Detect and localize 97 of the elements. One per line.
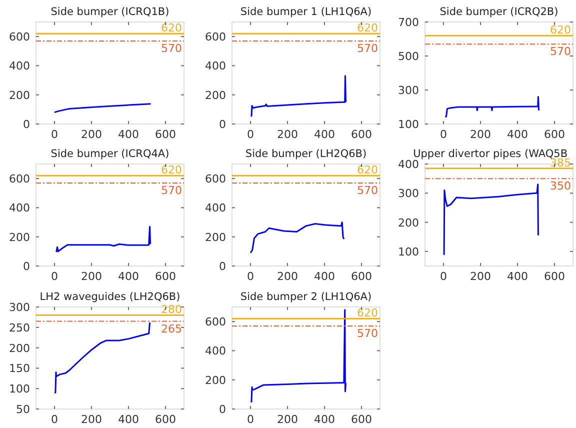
ref-line-label: 570 (357, 326, 378, 340)
y-tick-label: 200 (205, 88, 226, 102)
y-tick-label: 250 (9, 321, 30, 334)
y-tick-label: 100 (398, 118, 419, 131)
chart-title: Side bumper 1 (LH1Q6A) (240, 6, 372, 18)
ref-line-label: 265 (161, 322, 182, 336)
ref-line-label: 570 (161, 184, 182, 197)
y-tick-label: 400 (9, 60, 30, 73)
x-tick-label: 600 (155, 413, 176, 426)
ref-line-label: 280 (161, 303, 182, 316)
chart-title: Side bumper 2 (LH1Q6A) (240, 291, 372, 303)
ref-line-label: 620 (357, 306, 378, 320)
x-tick-label: 200 (470, 270, 491, 283)
x-tick-label: 200 (277, 128, 298, 141)
x-tick-label: 600 (351, 270, 372, 283)
x-tick-label: 0 (51, 128, 58, 141)
y-tick-label: 50 (16, 403, 30, 416)
y-tick-label: 500 (398, 50, 419, 63)
x-tick-label: 0 (440, 270, 447, 283)
x-tick-label: 400 (118, 413, 139, 426)
y-tick-label: 400 (205, 344, 226, 358)
y-tick-label: 300 (398, 187, 419, 200)
x-tick-label: 0 (247, 128, 254, 141)
line-series (444, 96, 540, 118)
line-series (250, 309, 347, 404)
x-tick-label: 400 (118, 270, 139, 283)
x-tick-label: 200 (81, 270, 102, 283)
y-tick-label: 200 (205, 230, 226, 244)
ref-line-label: 570 (357, 42, 378, 55)
x-tick-label: 200 (81, 413, 102, 426)
ref-line-label: 570 (550, 45, 571, 58)
y-tick-label: 300 (9, 301, 30, 314)
x-tick-label: 0 (51, 413, 58, 426)
y-tick-label: 200 (9, 342, 30, 355)
y-tick-label: 100 (398, 245, 419, 258)
y-tick-label: 150 (9, 362, 30, 376)
x-tick-label: 0 (247, 270, 254, 283)
line-series (54, 322, 151, 394)
x-tick-label: 400 (314, 128, 335, 141)
ref-line-label: 620 (357, 22, 378, 35)
y-tick-label: 200 (398, 216, 419, 230)
ref-line-label: 570 (161, 42, 182, 55)
y-tick-label: 600 (205, 316, 226, 329)
y-tick-label: 0 (23, 118, 30, 131)
x-tick-label: 0 (51, 270, 58, 283)
y-tick-label: 200 (9, 88, 30, 102)
y-tick-label: 100 (9, 382, 30, 396)
x-tick-label: 400 (314, 270, 335, 283)
x-tick-label: 600 (155, 128, 176, 141)
x-tick-label: 200 (277, 270, 298, 283)
line-series (56, 226, 152, 253)
y-tick-label: 600 (9, 172, 30, 186)
x-tick-label: 600 (351, 128, 372, 141)
chart-title: LH2 waveguides (LH2Q6B) (40, 291, 180, 303)
x-tick-label: 400 (507, 270, 528, 283)
y-tick-label: 600 (9, 30, 30, 44)
y-tick-label: 0 (219, 118, 226, 131)
x-tick-label: 0 (247, 413, 254, 426)
ref-line-label: 620 (357, 164, 378, 177)
chart-title: Side bumper (ICRQ4A) (50, 148, 170, 160)
chart-title: Upper divertor pipes (WAQ5B (413, 148, 568, 160)
y-tick-label: 0 (219, 403, 226, 416)
y-tick-label: 400 (9, 202, 30, 215)
y-tick-label: 600 (205, 172, 226, 186)
ref-line-label: 620 (161, 164, 182, 177)
y-tick-label: 400 (205, 60, 226, 73)
ref-line-label: 350 (550, 180, 571, 193)
chart-title: Side bumper (LH2Q6B) (245, 148, 367, 160)
y-tick-label: 600 (205, 30, 226, 44)
x-tick-label: 600 (351, 413, 372, 426)
y-tick-label: 700 (398, 16, 419, 29)
chart-title: Side bumper (ICRQ2B) (440, 6, 558, 18)
x-tick-label: 600 (155, 270, 176, 283)
line-series (442, 184, 539, 256)
ref-line-label: 620 (550, 24, 571, 37)
line-series (250, 222, 345, 254)
y-tick-label: 200 (205, 374, 226, 387)
y-tick-label: 400 (205, 202, 226, 215)
x-tick-label: 600 (544, 270, 565, 283)
x-tick-label: 400 (118, 128, 139, 141)
x-tick-label: 600 (544, 128, 565, 141)
x-tick-label: 400 (507, 128, 528, 141)
x-tick-label: 200 (470, 128, 491, 141)
y-tick-label: 0 (23, 260, 30, 273)
ref-line-label: 620 (161, 22, 182, 35)
x-tick-label: 400 (314, 413, 335, 426)
y-tick-label: 400 (398, 158, 419, 171)
x-tick-label: 0 (440, 128, 447, 141)
x-tick-label: 200 (277, 413, 298, 426)
line-series (54, 103, 152, 114)
y-tick-label: 300 (398, 84, 419, 97)
y-tick-label: 200 (9, 230, 30, 244)
x-tick-label: 200 (81, 128, 102, 141)
line-series (250, 75, 347, 118)
chart-title: Side bumper (ICRQ1B) (50, 6, 170, 18)
ref-line-label: 570 (357, 184, 378, 197)
y-tick-label: 0 (219, 260, 226, 273)
